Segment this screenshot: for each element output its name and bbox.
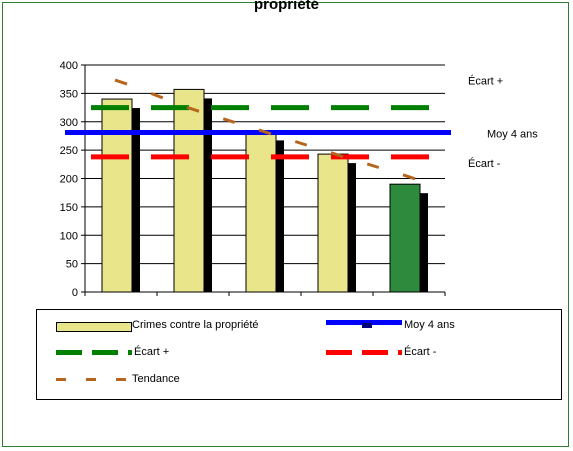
trend-point: [258, 128, 272, 136]
y-tick-label: 150: [60, 202, 78, 214]
y-tick-label: 250: [60, 145, 78, 157]
bar: [101, 98, 133, 293]
trend-point: [330, 151, 344, 159]
y-tick-label: 200: [60, 174, 78, 186]
y-tick-label: 400: [60, 60, 78, 72]
legend-swatch-tendance: [56, 378, 130, 381]
trend-point: [114, 78, 128, 86]
legend-swatch-ecart-plus: [56, 350, 132, 355]
legend-swatch-ecart-moins: [326, 350, 402, 355]
chart-title: propriété: [253, 0, 319, 13]
trend-point: [402, 173, 416, 181]
legend-swatch-moy: [326, 320, 402, 325]
legend-label-tendance: Tendance: [132, 373, 180, 385]
bar: [389, 183, 421, 293]
legend-swatch-moy-tick: [362, 323, 372, 328]
y-tick-label: 300: [60, 117, 78, 129]
legend-label-moy: Moy 4 ans: [404, 319, 455, 331]
trend-dash: [366, 162, 380, 169]
trend-point: [186, 105, 200, 113]
chart-legend: Crimes contre la propriété Moy 4 ans Éca…: [36, 309, 562, 400]
y-tick-label: 50: [66, 259, 78, 271]
trend-dash: [222, 117, 236, 124]
trend-dash: [294, 140, 308, 147]
chart-plot: 0 50 100 150 200 250 300 350 400 Écart + Moy 4 ans…: [60, 60, 539, 299]
y-tick-label: 0: [72, 287, 78, 299]
bar: [317, 153, 349, 293]
legend-label-ecart-moins: Écart -: [404, 346, 437, 358]
reference-line-label: Écart -: [468, 157, 501, 170]
reference-line-label: Écart +: [468, 75, 503, 88]
y-tick-label: 350: [60, 88, 78, 100]
legend-swatch-bar: [56, 322, 132, 332]
reference-line-label: Moy 4 ans: [487, 129, 538, 141]
trend-dash: [150, 92, 164, 100]
y-tick-label: 100: [60, 230, 78, 242]
legend-label-ecart-plus: Écart +: [134, 346, 170, 358]
legend-label-crimes: Crimes contre la propriété: [132, 319, 259, 331]
bar: [173, 88, 205, 293]
